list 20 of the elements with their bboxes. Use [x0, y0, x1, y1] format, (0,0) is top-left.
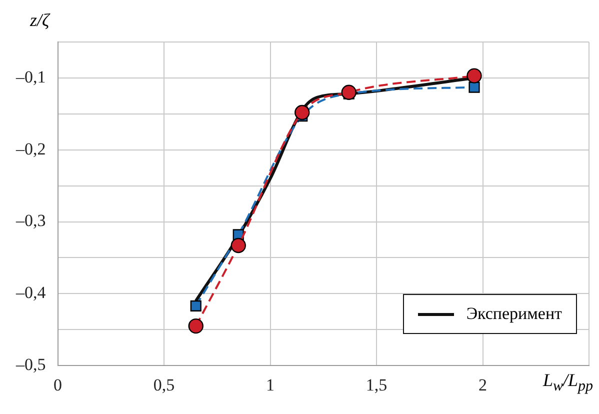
y-tick-label: –0,1	[15, 67, 46, 86]
x-tick-label: 0,5	[153, 375, 175, 394]
point	[468, 82, 480, 93]
point	[466, 68, 482, 84]
point	[188, 318, 204, 334]
y-tick-label: –0,2	[15, 139, 46, 158]
point	[341, 84, 356, 100]
x-tick-label: 2	[478, 375, 487, 394]
y-tick-label: –0,3	[15, 211, 46, 230]
x-tick-label: 1	[266, 375, 274, 394]
x-tick-label: 0	[54, 375, 62, 394]
x-axis-title: L$_{w}$/L$_{pp}$	[542, 370, 593, 396]
point	[230, 238, 246, 254]
y-tick-label: –0,4	[15, 283, 46, 302]
y-axis-title: z/ζ	[30, 10, 50, 31]
y-tick-label: –0,5	[15, 355, 46, 374]
point	[294, 104, 310, 120]
x-tick-label: 1,5	[366, 375, 388, 394]
legend-label: Эксперимент	[466, 304, 562, 324]
point	[190, 300, 202, 312]
